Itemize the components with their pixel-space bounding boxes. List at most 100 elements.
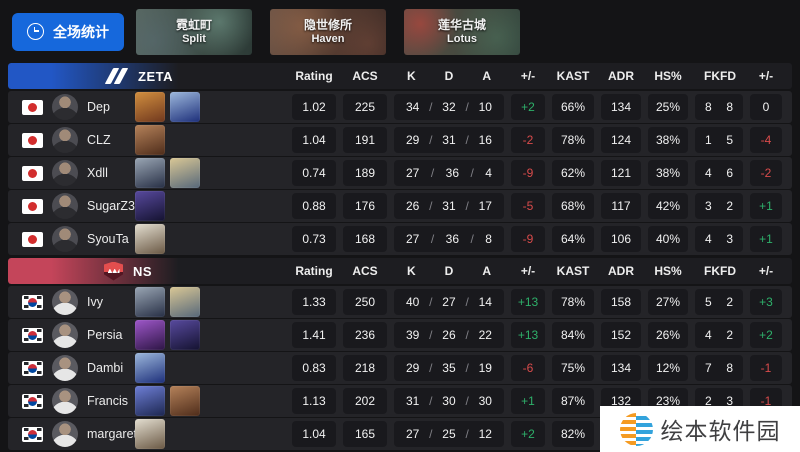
kda-value: 40 / 27 / 14 bbox=[394, 289, 504, 315]
topbar: 全场统计 霓虹町 Split 隐世修所 Haven 莲华古城 Lotus bbox=[0, 0, 800, 60]
agent-icons bbox=[135, 419, 285, 449]
kast-value: 78% bbox=[552, 289, 594, 315]
col-header-hs: HS% bbox=[654, 264, 682, 278]
agent-icon-raze bbox=[135, 92, 165, 122]
kills-value: 39 bbox=[406, 328, 420, 342]
fkfd-value: 7 8 bbox=[695, 355, 743, 381]
adr-value: 121 bbox=[601, 160, 641, 186]
col-header-kda: K D A bbox=[394, 69, 504, 83]
kast-value: 75% bbox=[552, 355, 594, 381]
col-header-k: K bbox=[407, 69, 416, 83]
fkfd-value: 4 2 bbox=[695, 322, 743, 348]
team-accent-gradient bbox=[8, 63, 318, 89]
player-name[interactable]: Xdll bbox=[87, 166, 108, 180]
fk-value: 5 bbox=[705, 295, 712, 309]
col-header-plus-minus: +/- bbox=[520, 69, 536, 83]
acs-value: 176 bbox=[343, 193, 387, 219]
col-header-acs: ACS bbox=[352, 69, 378, 83]
deaths-value: 25 bbox=[442, 427, 456, 441]
hs-value: 12% bbox=[648, 355, 688, 381]
agent-icon-sova bbox=[170, 287, 200, 317]
agent-icon-cypher bbox=[135, 224, 165, 254]
kda-separator: / bbox=[465, 394, 469, 408]
player-name[interactable]: CLZ bbox=[87, 133, 111, 147]
full-match-stats-button[interactable]: 全场统计 bbox=[12, 12, 124, 51]
deaths-value: 27 bbox=[442, 295, 456, 309]
player-name[interactable]: SugarZ3ro bbox=[87, 199, 147, 213]
map-tab-lotus[interactable]: 莲华古城 Lotus bbox=[404, 8, 520, 55]
hs-value: 26% bbox=[648, 322, 688, 348]
kda-value: 27 / 36 / 8 bbox=[394, 226, 504, 252]
kills-value: 40 bbox=[406, 295, 420, 309]
kda-separator: / bbox=[429, 133, 433, 147]
full-match-stats-label: 全场统计 bbox=[53, 23, 109, 40]
assists-value: 30 bbox=[478, 394, 492, 408]
team-accent-gradient bbox=[8, 258, 318, 284]
kda-value: 26 / 31 / 17 bbox=[394, 193, 504, 219]
country-flag-icon bbox=[22, 231, 43, 247]
rating-value: 1.41 bbox=[292, 322, 336, 348]
agent-icon-reyna bbox=[135, 320, 165, 350]
team-section: ZETA Rating ACS K D A +/- KAST ADR HS% F… bbox=[8, 63, 792, 255]
agent-icons bbox=[135, 320, 285, 350]
fd-value: 3 bbox=[726, 232, 733, 246]
player-cell: Xdll bbox=[8, 160, 128, 186]
deaths-value: 32 bbox=[442, 100, 456, 114]
kda-value: 29 / 35 / 19 bbox=[394, 355, 504, 381]
kills-value: 27 bbox=[406, 427, 420, 441]
clock-icon bbox=[27, 23, 44, 40]
kills-value: 31 bbox=[406, 394, 420, 408]
fd-value: 2 bbox=[726, 295, 733, 309]
fkfd-value: 4 6 bbox=[695, 160, 743, 186]
fk-value: 7 bbox=[705, 361, 712, 375]
team-header-bar: NS Rating ACS K D A +/- KAST ADR HS% FK … bbox=[8, 258, 792, 284]
rating-value: 0.88 bbox=[292, 193, 336, 219]
player-cell: CLZ bbox=[8, 127, 128, 153]
deaths-value: 36 bbox=[445, 166, 459, 180]
assists-value: 10 bbox=[478, 100, 492, 114]
rating-value: 1.02 bbox=[292, 94, 336, 120]
hs-value: 38% bbox=[648, 160, 688, 186]
agent-icon-omen bbox=[135, 191, 165, 221]
fk-value: 2 bbox=[705, 394, 712, 408]
fd-value: 2 bbox=[726, 199, 733, 213]
player-name[interactable]: SyouTa bbox=[87, 232, 129, 246]
kda-separator: / bbox=[430, 232, 435, 246]
player-avatar bbox=[52, 160, 78, 186]
player-name[interactable]: Francis bbox=[87, 394, 128, 408]
adr-value: 117 bbox=[601, 193, 641, 219]
kda-separator: / bbox=[429, 199, 433, 213]
player-name[interactable]: Ivy bbox=[87, 295, 103, 309]
watermark-text: 绘本软件园 bbox=[660, 418, 781, 444]
rating-value: 0.74 bbox=[292, 160, 336, 186]
kda-separator: / bbox=[429, 295, 433, 309]
assists-value: 8 bbox=[485, 232, 492, 246]
player-cell: Dep bbox=[8, 94, 128, 120]
kda-separator: / bbox=[465, 295, 469, 309]
fk-value: 3 bbox=[705, 199, 712, 213]
country-flag-icon bbox=[22, 426, 43, 442]
player-name[interactable]: Dambi bbox=[87, 361, 124, 375]
country-flag-icon bbox=[22, 360, 43, 376]
agent-icon-brimstone bbox=[170, 386, 200, 416]
assists-value: 17 bbox=[478, 199, 492, 213]
kast-value: 87% bbox=[552, 388, 594, 414]
assists-value: 19 bbox=[478, 361, 492, 375]
col-header-k: K bbox=[407, 264, 416, 278]
fk-value: 1 bbox=[705, 133, 712, 147]
map-tab-haven[interactable]: 隐世修所 Haven bbox=[270, 8, 386, 55]
player-name[interactable]: Persia bbox=[87, 328, 123, 342]
col-header-acs: ACS bbox=[352, 264, 378, 278]
map-tab-split[interactable]: 霓虹町 Split bbox=[136, 8, 252, 55]
col-header-kast: KAST bbox=[556, 264, 590, 278]
plus-minus-value: +1 bbox=[511, 388, 545, 414]
col-header-d: D bbox=[444, 69, 454, 83]
player-avatar bbox=[52, 322, 78, 348]
player-name[interactable]: margaret bbox=[87, 427, 138, 441]
kda-separator: / bbox=[430, 166, 435, 180]
kills-value: 27 bbox=[406, 166, 420, 180]
team-identity: NS bbox=[8, 258, 285, 284]
rating-value: 0.73 bbox=[292, 226, 336, 252]
kast-value: 62% bbox=[552, 160, 594, 186]
player-name[interactable]: Dep bbox=[87, 100, 110, 114]
